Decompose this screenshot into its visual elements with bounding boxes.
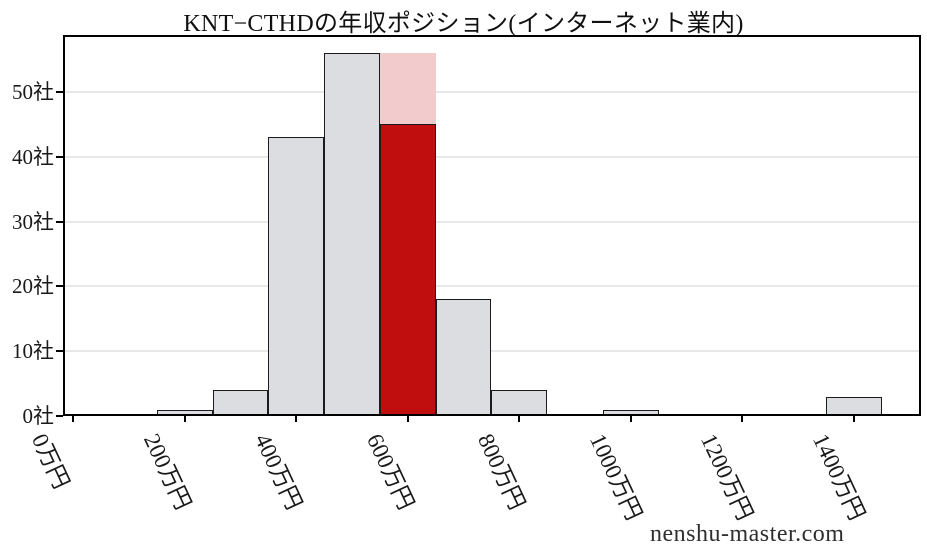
y-axis-tick xyxy=(56,415,63,417)
x-axis-tick xyxy=(853,416,856,422)
x-axis-tick xyxy=(741,416,744,422)
y-axis-tick xyxy=(56,220,63,223)
histogram-bar xyxy=(491,390,548,416)
x-axis-tick-label: 1000万円 xyxy=(584,429,647,524)
grid-line xyxy=(63,285,921,288)
histogram-bar xyxy=(324,53,380,416)
x-axis-tick-label: 1400万円 xyxy=(808,429,870,524)
x-axis-tick-label: 600万円 xyxy=(361,429,419,514)
y-axis-tick xyxy=(56,285,63,288)
histogram-bar xyxy=(268,137,325,416)
highlight-bar xyxy=(379,124,436,416)
y-axis-tick-label: 10社 xyxy=(12,339,54,364)
x-axis-tick xyxy=(406,416,409,422)
histogram-bar xyxy=(435,299,492,416)
y-axis-tick-label: 20社 xyxy=(12,274,54,299)
x-axis-tick xyxy=(518,416,521,422)
x-axis-tick xyxy=(72,416,75,422)
x-axis-tick-label: 800万円 xyxy=(473,429,531,514)
histogram-bar xyxy=(603,409,659,416)
y-axis-tick-label: 30社 xyxy=(12,209,54,234)
chart-title: KNT−CTHDの年収ポジション(インターネット業内) xyxy=(183,11,744,37)
watermark: nenshu-master.com xyxy=(650,521,845,547)
grid-line xyxy=(63,220,921,223)
grid-line xyxy=(63,350,921,353)
y-axis-tick xyxy=(56,350,63,353)
x-axis-tick xyxy=(183,416,186,422)
y-axis-tick xyxy=(56,155,63,158)
plot-area xyxy=(63,35,921,416)
histogram-bar xyxy=(212,390,269,416)
y-axis-tick xyxy=(56,91,63,94)
x-axis-tick-label: 200万円 xyxy=(138,429,196,514)
x-axis-tick xyxy=(295,416,298,422)
grid-line xyxy=(63,155,921,158)
histogram-bar xyxy=(826,396,882,416)
histogram-bar xyxy=(156,409,213,416)
x-axis-tick-label: 400万円 xyxy=(250,429,307,514)
x-axis-tick-label: 1200万円 xyxy=(696,429,759,524)
y-axis-tick-label: 50社 xyxy=(12,80,54,105)
y-axis-tick-label: 40社 xyxy=(12,144,54,169)
y-axis-tick-label: 0社 xyxy=(22,404,55,428)
grid-line xyxy=(63,91,921,94)
x-axis-tick xyxy=(629,416,632,422)
x-axis-tick-label: 0万円 xyxy=(27,429,74,493)
